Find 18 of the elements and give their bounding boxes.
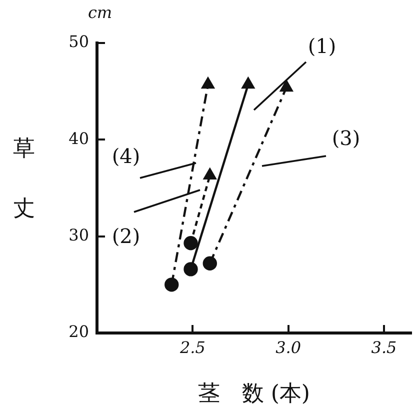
- text: (4): [112, 144, 140, 168]
- y-tick-label: 50: [68, 32, 89, 52]
- text: (2): [112, 224, 140, 248]
- point: [184, 236, 198, 250]
- y-tick-label: 20: [68, 322, 89, 342]
- point: [202, 256, 217, 270]
- y-tick-label: 40: [68, 128, 89, 148]
- text: 草丈: [13, 136, 35, 222]
- text: cm: [88, 3, 112, 22]
- x-tick-label: 3.0: [276, 338, 302, 357]
- point: [184, 262, 198, 276]
- text: (3): [332, 126, 360, 150]
- x-tick-label: 2.5: [178, 338, 206, 357]
- point: [164, 278, 179, 292]
- x-tick-label: 3.5: [371, 338, 397, 357]
- text: (1): [308, 34, 336, 58]
- y-tick-label: 30: [68, 225, 89, 244]
- x-axis-title: 茎 数 (本): [198, 382, 310, 407]
